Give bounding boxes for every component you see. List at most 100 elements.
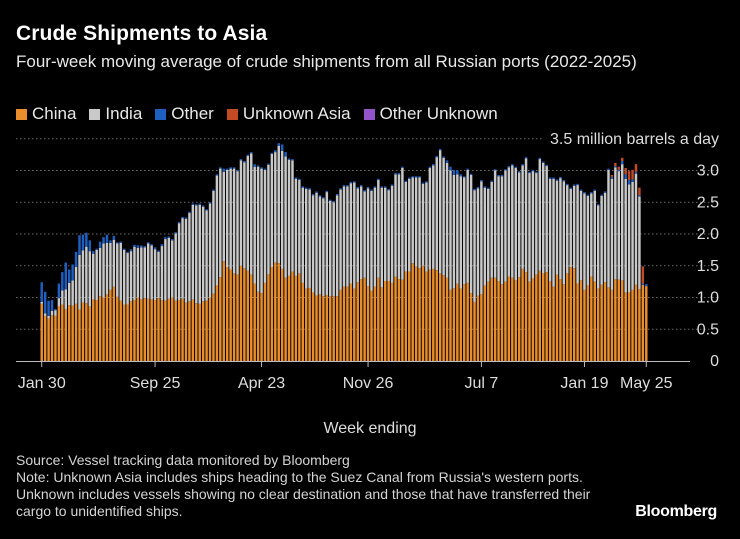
bar-segment-china	[253, 283, 256, 361]
bar-segment-china	[64, 308, 67, 361]
bar-segment-china	[521, 268, 524, 362]
bar-segment-china	[421, 265, 425, 361]
y-axis-tick-labels: 0 0.5 1.0 1.5 2.0 2.5 3.0 3.5 million barrels a…	[544, 129, 721, 370]
bar-segment-other	[246, 154, 250, 156]
bar-segment-india	[593, 190, 596, 282]
bar-segment-india	[418, 177, 421, 269]
bar-segment-india	[102, 243, 105, 298]
bar-segment-india	[586, 195, 590, 286]
bar-segment-other	[133, 244, 136, 247]
bar-segment-india	[236, 171, 239, 275]
bar-segment-china	[263, 282, 267, 361]
bar-segment-other	[311, 193, 315, 196]
bar-segment-other	[195, 204, 198, 206]
bar-segment-other	[566, 183, 569, 186]
bar-segment-india	[61, 290, 64, 305]
bar-segment-india	[215, 175, 219, 286]
bar-segment-china	[184, 302, 188, 361]
bar-segment-other	[366, 187, 370, 189]
bar-segment-india	[212, 190, 215, 294]
bar-segment-china	[236, 274, 239, 361]
bar-segment-india	[603, 192, 607, 283]
bar-segment-other	[236, 169, 239, 172]
bar-segment-china	[47, 318, 50, 361]
bar-segment-china	[298, 273, 301, 361]
bar-segment-india	[109, 242, 112, 290]
bar-segment-china	[342, 286, 346, 361]
bar-segment-china	[243, 268, 246, 361]
bar-segment-other	[129, 249, 133, 252]
bar-segment-china	[562, 284, 566, 361]
bar-segment-india	[74, 267, 78, 304]
bar-segment-other	[545, 164, 548, 167]
y-tick-label: 3.0	[697, 163, 719, 180]
bar-segment-india	[363, 191, 366, 278]
bar-segment-india	[198, 204, 201, 304]
bar-segment-india	[438, 150, 442, 274]
bar-segment-china	[98, 296, 102, 361]
bar-segment-india	[239, 160, 243, 266]
bar-segment-india	[545, 166, 548, 273]
bar-segment-other	[538, 157, 542, 160]
bar-segment-india	[401, 167, 404, 280]
bar-segment-india	[47, 315, 50, 319]
bar-segment-china	[50, 315, 54, 361]
bar-segment-other	[514, 166, 517, 168]
bar-segment-other	[445, 160, 449, 163]
bar-segment-other	[497, 174, 500, 177]
bar-segment-india	[318, 196, 322, 295]
bar-segment-india	[256, 166, 260, 292]
bar-segment-india	[129, 251, 133, 302]
bar-segment-other	[109, 240, 112, 243]
bar-segment-india	[425, 182, 428, 272]
bar-segment-china	[469, 293, 473, 362]
bar-segment-other	[67, 269, 71, 283]
bar-segment-china	[411, 263, 414, 361]
bar-segment-china	[545, 272, 548, 361]
bar-segment-china	[528, 281, 531, 362]
bar-segment-other	[167, 236, 171, 238]
bar-segment-other	[435, 155, 438, 158]
bar-segment-india	[521, 165, 524, 269]
bar-segment-china	[112, 286, 116, 361]
bar-segment-other	[408, 177, 411, 179]
bar-segment-china	[61, 304, 64, 362]
legend-label-other: Other	[171, 104, 214, 123]
bar-segment-other	[462, 176, 466, 178]
bar-segment-other	[50, 300, 54, 311]
bar-segment-china	[102, 297, 105, 361]
bar-segment-other	[528, 171, 531, 174]
bar-segment-china	[143, 298, 146, 361]
bar-segment-other	[476, 187, 480, 189]
bar-segment-other	[287, 158, 291, 160]
bar-segment-china	[373, 286, 377, 361]
chart-subtitle: Four-week moving average of crude shipme…	[16, 52, 637, 71]
bar-segment-china	[109, 289, 112, 361]
bar-segment-india	[535, 173, 538, 275]
bar-segment-other	[332, 200, 335, 203]
bar-segment-india	[267, 164, 270, 274]
bar-segment-other	[418, 176, 421, 178]
legend-swatch-other-unknown	[363, 108, 375, 120]
bar-segment-india	[119, 242, 122, 301]
bar-segment-other	[487, 187, 490, 189]
bar-segment-china	[621, 280, 624, 361]
x-axis: Jan 30 Sep 25 Apr 23 Nov 26 Jul 7 Jan 19 May 2…	[16, 361, 690, 392]
bar-segment-china	[572, 268, 576, 361]
bar-segment-india	[590, 193, 593, 277]
bar-segment-other	[380, 186, 384, 188]
bar-segment-other	[57, 283, 61, 299]
bar-segment-china	[517, 277, 521, 361]
bar-segment-china	[215, 285, 219, 361]
y-tick-label: 1.0	[697, 290, 719, 307]
bar-segment-other	[390, 184, 394, 186]
bar-segment-unknown-asia	[610, 174, 614, 177]
bar-segment-india	[78, 254, 81, 310]
bar-segment-india	[383, 187, 387, 281]
bar-segment-india	[596, 205, 600, 289]
bar-segment-china	[287, 275, 291, 361]
bar-segment-unknown-asia	[634, 164, 638, 172]
bar-segment-india	[634, 173, 638, 285]
bar-segment-china	[438, 273, 442, 361]
bar-segment-other	[318, 195, 322, 197]
